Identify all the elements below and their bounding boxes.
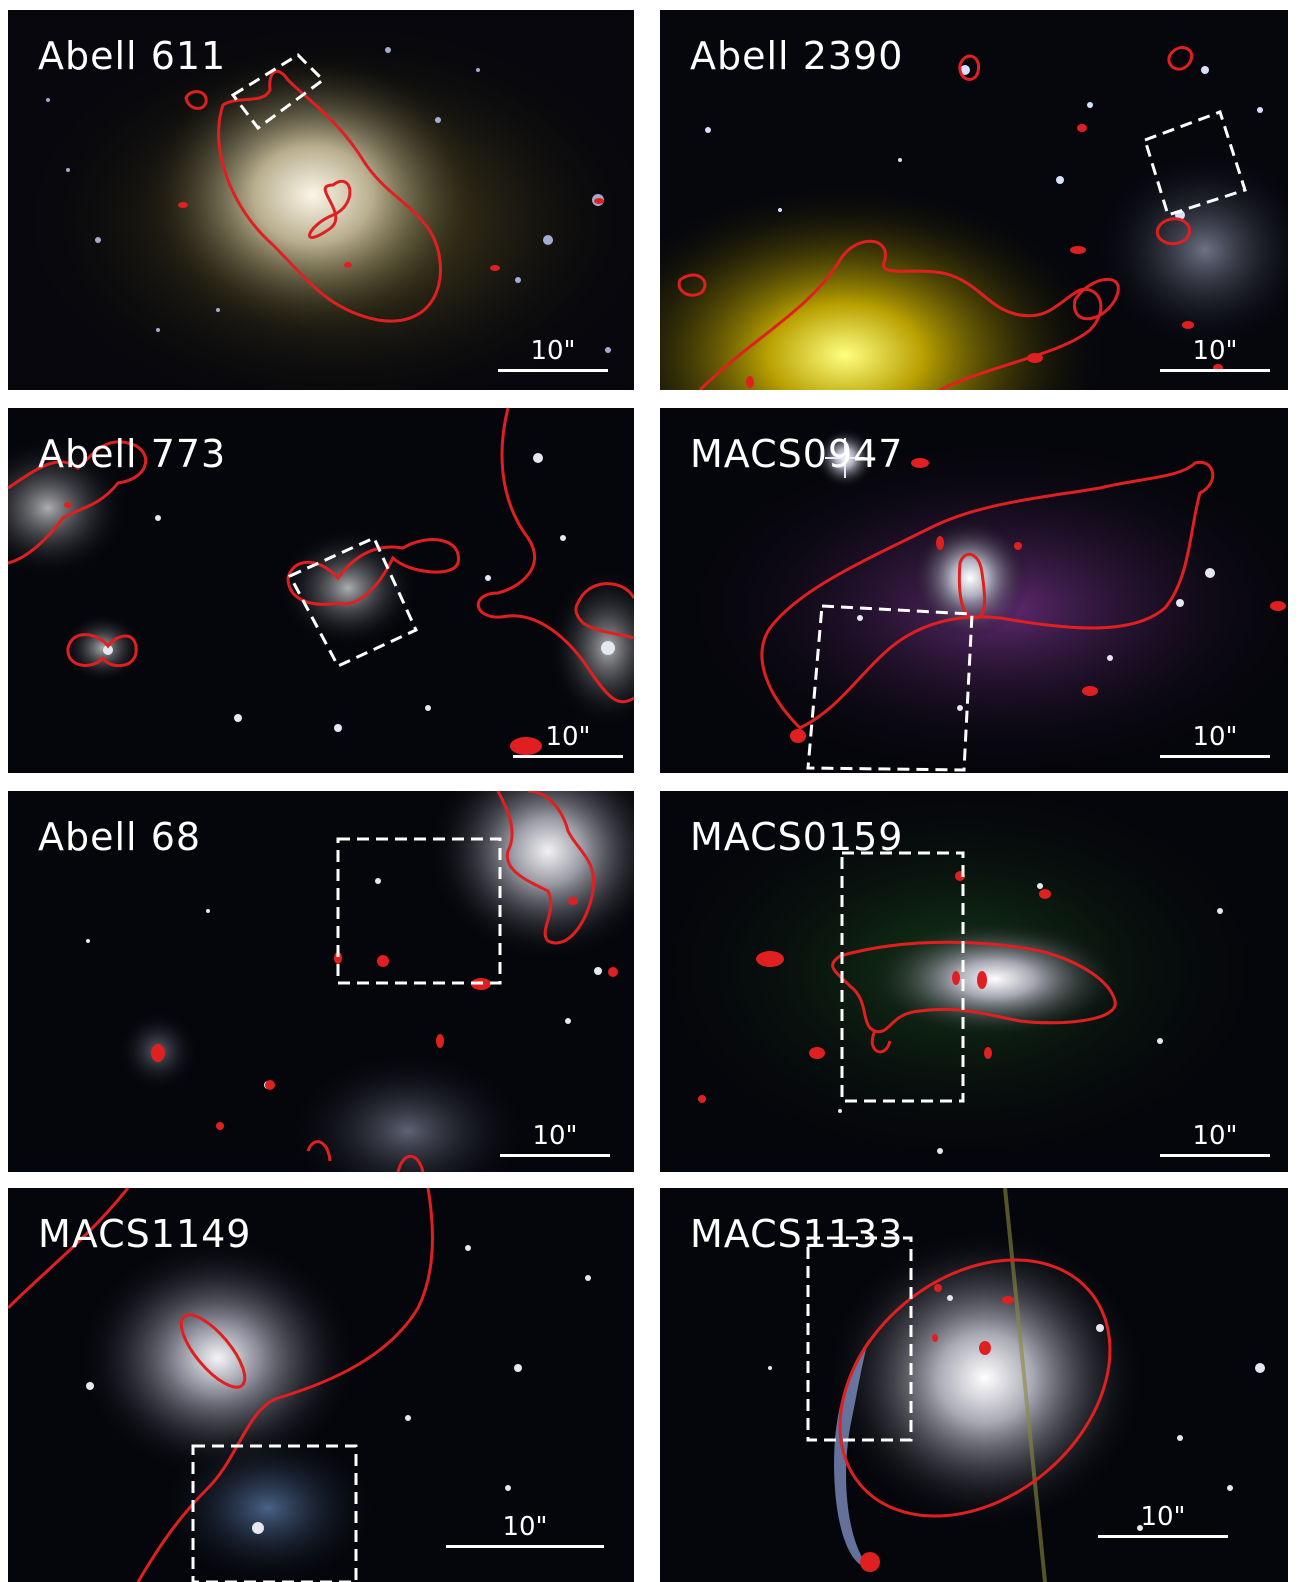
scale-bar: 10" (446, 1512, 604, 1552)
panel-abell-611: Abell 611 10" (8, 10, 634, 390)
panel-title: Abell 611 (38, 34, 227, 78)
cluster-image (660, 408, 1288, 773)
scale-bar: 10" (1160, 336, 1270, 376)
panel-title: Abell 773 (38, 432, 227, 476)
panel-abell-773: Abell 773 10" (8, 408, 634, 773)
panel-title: Abell 2390 (690, 34, 904, 78)
scale-bar-line (1098, 1535, 1228, 1538)
panel-abell-68: Abell 68 10" (8, 791, 634, 1172)
scale-bar: 10" (498, 336, 608, 376)
scale-bar-label: 10" (502, 1512, 548, 1542)
cluster-image (660, 1188, 1288, 1582)
scale-bar-label: 10" (545, 722, 591, 752)
cluster-image (8, 1188, 634, 1582)
scale-bar-line (1160, 369, 1270, 372)
panel-title: MACS0947 (690, 432, 904, 476)
scale-bar-label: 10" (1192, 1121, 1238, 1151)
scale-bar-label: 10" (1192, 336, 1238, 366)
scale-bar-line (1160, 755, 1270, 758)
cluster-image (660, 791, 1288, 1172)
scale-bar-line (498, 369, 608, 372)
scale-bar: 10" (513, 722, 623, 762)
scale-bar: 10" (1160, 722, 1270, 762)
panel-macs0947: MACS0947 10" (660, 408, 1288, 773)
panel-macs1149: MACS1149 10" (8, 1188, 634, 1582)
cluster-image (660, 10, 1288, 390)
scale-bar-label: 10" (530, 336, 576, 366)
scale-bar-label: 10" (1192, 722, 1238, 752)
scale-bar-line (1160, 1154, 1270, 1157)
cluster-image (8, 408, 634, 773)
scale-bar: 10" (1098, 1502, 1228, 1542)
cluster-image (8, 791, 634, 1172)
panel-abell-2390: Abell 2390 10" (660, 10, 1288, 390)
cluster-image (8, 10, 634, 390)
panel-title: MACS0159 (690, 815, 904, 859)
panel-macs1133: MACS1133 10" (660, 1188, 1288, 1582)
panel-title: Abell 68 (38, 815, 202, 859)
scale-bar: 10" (1160, 1121, 1270, 1161)
scale-bar: 10" (500, 1121, 610, 1161)
panel-title: MACS1149 (38, 1212, 252, 1256)
scale-bar-label: 10" (1140, 1502, 1186, 1532)
scale-bar-label: 10" (532, 1121, 578, 1151)
panel-title: MACS1133 (690, 1212, 904, 1256)
scale-bar-line (446, 1545, 604, 1548)
scale-bar-line (500, 1154, 610, 1157)
scale-bar-line (513, 755, 623, 758)
panel-macs0159: MACS0159 10" (660, 791, 1288, 1172)
